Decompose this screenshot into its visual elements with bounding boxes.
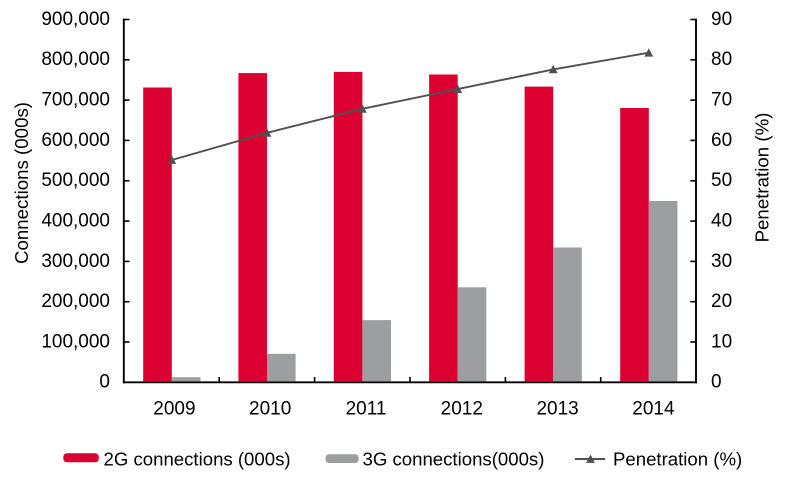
svg-text:30: 30 bbox=[711, 251, 732, 272]
svg-text:700,000: 700,000 bbox=[41, 90, 110, 111]
svg-text:2014: 2014 bbox=[632, 399, 675, 420]
svg-text:400,000: 400,000 bbox=[41, 211, 110, 232]
svg-text:2013: 2013 bbox=[536, 399, 578, 420]
svg-text:300,000: 300,000 bbox=[41, 251, 110, 272]
svg-text:3G connections(000s): 3G connections(000s) bbox=[363, 449, 545, 470]
svg-text:500,000: 500,000 bbox=[41, 170, 110, 191]
svg-text:60: 60 bbox=[711, 130, 732, 151]
svg-text:0: 0 bbox=[99, 372, 110, 393]
svg-text:100,000: 100,000 bbox=[41, 331, 110, 352]
svg-text:0: 0 bbox=[711, 372, 722, 393]
svg-text:2010: 2010 bbox=[249, 399, 291, 420]
svg-text:900,000: 900,000 bbox=[41, 9, 110, 30]
svg-text:50: 50 bbox=[711, 170, 732, 191]
svg-text:600,000: 600,000 bbox=[41, 130, 110, 151]
svg-text:2009: 2009 bbox=[153, 399, 195, 420]
svg-text:20: 20 bbox=[711, 291, 732, 312]
svg-text:80: 80 bbox=[711, 49, 732, 70]
svg-text:2G connections (000s): 2G connections (000s) bbox=[104, 449, 291, 470]
svg-text:90: 90 bbox=[711, 9, 732, 30]
svg-text:Penetration (%): Penetration (%) bbox=[613, 449, 742, 470]
svg-text:10: 10 bbox=[711, 331, 732, 352]
svg-text:70: 70 bbox=[711, 90, 732, 111]
svg-text:Penetration (%): Penetration (%) bbox=[752, 113, 773, 243]
svg-text:2011: 2011 bbox=[346, 399, 387, 420]
svg-text:2012: 2012 bbox=[441, 399, 483, 420]
svg-text:Connections (000s): Connections (000s) bbox=[11, 102, 32, 264]
svg-text:40: 40 bbox=[711, 211, 732, 232]
svg-text:200,000: 200,000 bbox=[41, 291, 110, 312]
svg-text:800,000: 800,000 bbox=[41, 49, 110, 70]
